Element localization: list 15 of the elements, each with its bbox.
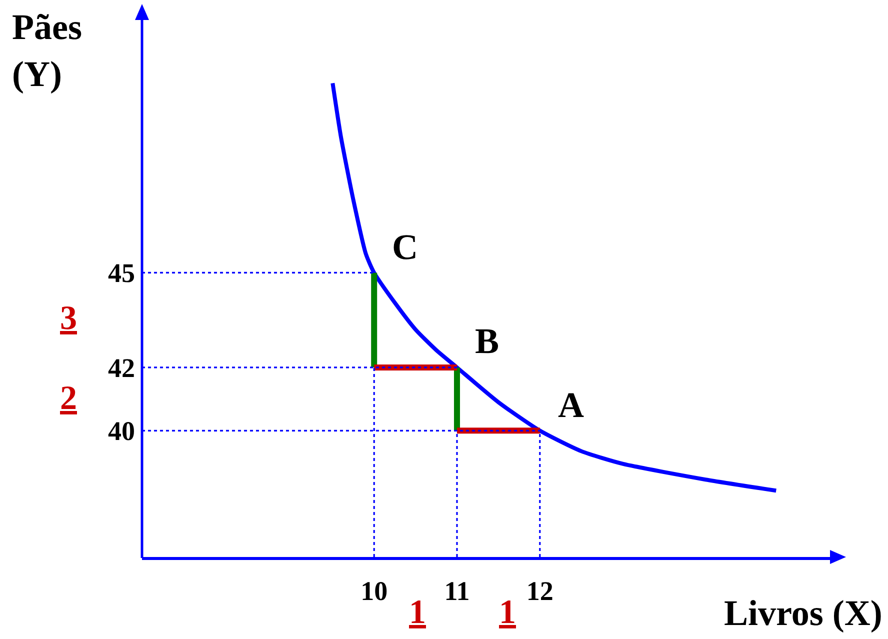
text: 3 (60, 300, 77, 337)
annotation: A (558, 385, 584, 425)
annotation: B (475, 321, 500, 361)
x-tick-label: 11 (444, 576, 470, 606)
y-tick-label: 45 (108, 258, 135, 288)
y-axis-title: Pães (Y) (12, 7, 82, 94)
y-tick-label: 40 (108, 416, 135, 446)
x-tick-label: 12 (526, 576, 554, 606)
text: 1 (499, 594, 516, 631)
annotation: C (392, 227, 418, 267)
text: 1 (409, 594, 426, 631)
text: 2 (60, 380, 77, 417)
y-tick-label: 42 (108, 352, 135, 383)
x-axis-title: Livros (X) (724, 593, 882, 633)
x-tick-label: 10 (360, 576, 388, 606)
